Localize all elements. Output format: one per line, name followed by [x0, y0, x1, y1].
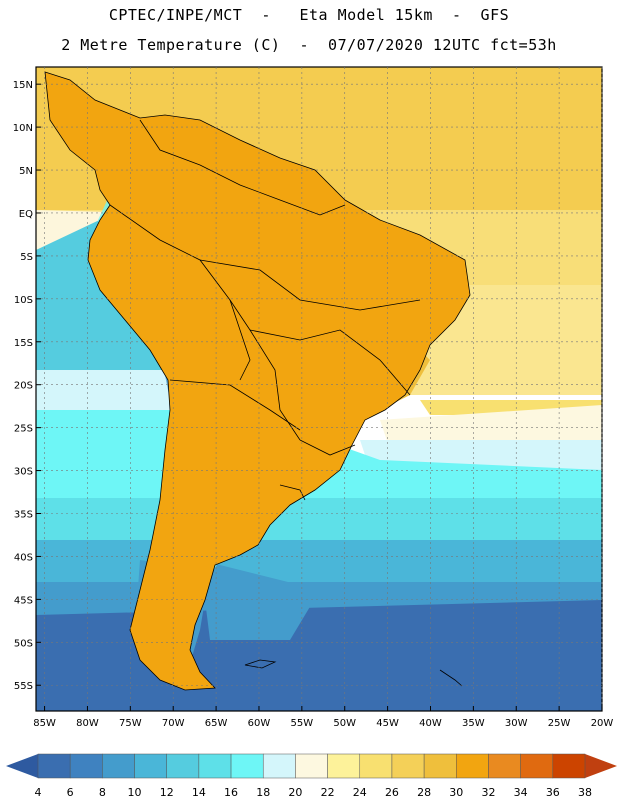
lon-tick-label: 25W [548, 718, 571, 729]
lat-tick-label: 5S [20, 252, 33, 263]
lat-tick-label: 45S [14, 595, 33, 606]
colorbar-swatch [327, 753, 361, 779]
lon-tick-label: 60W [248, 718, 271, 729]
lon-tick-label: 55W [291, 718, 314, 729]
colorbar-swatch [69, 753, 103, 779]
lat-tick-label: 40S [14, 552, 33, 563]
lat-tick-label: 15S [14, 338, 33, 349]
colorbar-label: 34 [514, 786, 528, 799]
lon-tick-label: 30W [505, 718, 528, 729]
colorbar-label: 36 [546, 786, 560, 799]
colorbar-swatch [37, 753, 71, 779]
colorbar-swatch [262, 753, 296, 779]
colorbar-label: 28 [417, 786, 431, 799]
colorbar-label: 14 [192, 786, 206, 799]
graticule [36, 67, 603, 711]
colorbar-high-arrow [585, 754, 617, 778]
colorbar-swatch [295, 753, 328, 779]
colorbar-swatch [423, 753, 457, 779]
latitude-axis: 15N 10N 5N EQ 5S 10S 15S 20S 25S 30S 35S 40S 45S 50S 5… [13, 80, 41, 692]
temperature-field [36, 67, 602, 711]
colorbar-swatch [552, 753, 586, 779]
colorbar-label: 30 [449, 786, 463, 799]
colorbar-swatch [102, 753, 135, 779]
colorbar-label: 24 [353, 786, 367, 799]
colorbar-label: 6 [67, 786, 74, 799]
lon-tick-label: 70W [162, 718, 185, 729]
lat-tick-label: 30S [14, 467, 33, 478]
colorbar-swatch [520, 753, 554, 779]
lon-tick-label: 40W [419, 718, 442, 729]
lat-tick-label: 5N [19, 166, 33, 177]
coastline [44, 71, 471, 691]
colorbar-swatch [166, 753, 200, 779]
colorbar-label: 26 [385, 786, 399, 799]
lat-tick-label: 10N [13, 123, 33, 134]
colorbar-low-arrow [6, 754, 38, 778]
map-title: CPTEC/INPE/MCT - Eta Model 15km - GFS [108, 6, 510, 24]
lon-tick-label: 35W [462, 718, 485, 729]
lon-tick-label: 65W [205, 718, 228, 729]
colorbar-label: 8 [99, 786, 106, 799]
lat-tick-label: 35S [14, 510, 33, 521]
lon-tick-label: 75W [119, 718, 142, 729]
lat-tick-label: 55S [14, 681, 33, 692]
lon-tick-label: 80W [76, 718, 99, 729]
lat-tick-label: EQ [19, 209, 33, 220]
colorbar-swatch [456, 753, 489, 779]
temperature-colorbar: 4 6 8 10 12 14 16 18 20 22 24 26 28 30 32 34 36 38 [6, 753, 617, 799]
colorbar-label: 10 [128, 786, 142, 799]
colorbar-label: 38 [578, 786, 592, 799]
lon-tick-label: 20W [591, 718, 614, 729]
colorbar-swatch [134, 753, 167, 779]
colorbar-swatch [198, 753, 232, 779]
lat-tick-label: 50S [14, 638, 33, 649]
lat-tick-label: 15N [13, 80, 33, 91]
lon-tick-label: 50W [333, 718, 356, 729]
colorbar-swatch [391, 753, 425, 779]
lat-tick-label: 10S [14, 295, 33, 306]
lon-tick-label: 85W [33, 718, 56, 729]
lat-tick-label: 20S [14, 381, 33, 392]
longitude-axis: 85W 80W 75W 70W 65W 60W 55W 50W 45W 40W 35W 30W 25W 2… [33, 706, 613, 729]
lon-tick-label: 45W [376, 718, 399, 729]
colorbar-label: 12 [160, 786, 174, 799]
colorbar-label: 16 [224, 786, 238, 799]
colorbar-swatch [488, 753, 521, 779]
colorbar-swatch [230, 753, 264, 779]
colorbar-label: 22 [321, 786, 335, 799]
colorbar-label: 18 [256, 786, 270, 799]
map-subtitle: 2 Metre Temperature (C) - 07/07/2020 12U… [61, 36, 557, 54]
colorbar-swatch [359, 753, 393, 779]
lat-tick-label: 25S [14, 424, 33, 435]
colorbar-label: 20 [288, 786, 302, 799]
colorbar-label: 4 [35, 786, 42, 799]
colorbar-label: 32 [481, 786, 495, 799]
